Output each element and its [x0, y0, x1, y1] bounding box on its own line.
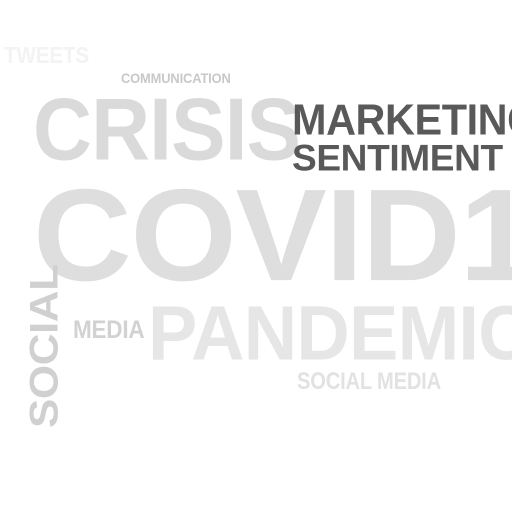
word-crisis: CRISIS [33, 80, 301, 179]
word-social-media: SOCIAL MEDIA [297, 368, 441, 395]
word-pandemic: PANDEMIC [148, 289, 512, 376]
word-social-vertical: SOCIAL [22, 264, 67, 428]
word-covid19: COVID19 [33, 162, 512, 309]
word-marketing: MARKETING [292, 95, 512, 145]
word-tweets: TWEETS [4, 42, 90, 68]
word-media: MEDIA [73, 316, 145, 344]
word-sentiment: SENTIMENT [292, 138, 503, 180]
word-communication: COMMUNICATION [121, 70, 231, 86]
